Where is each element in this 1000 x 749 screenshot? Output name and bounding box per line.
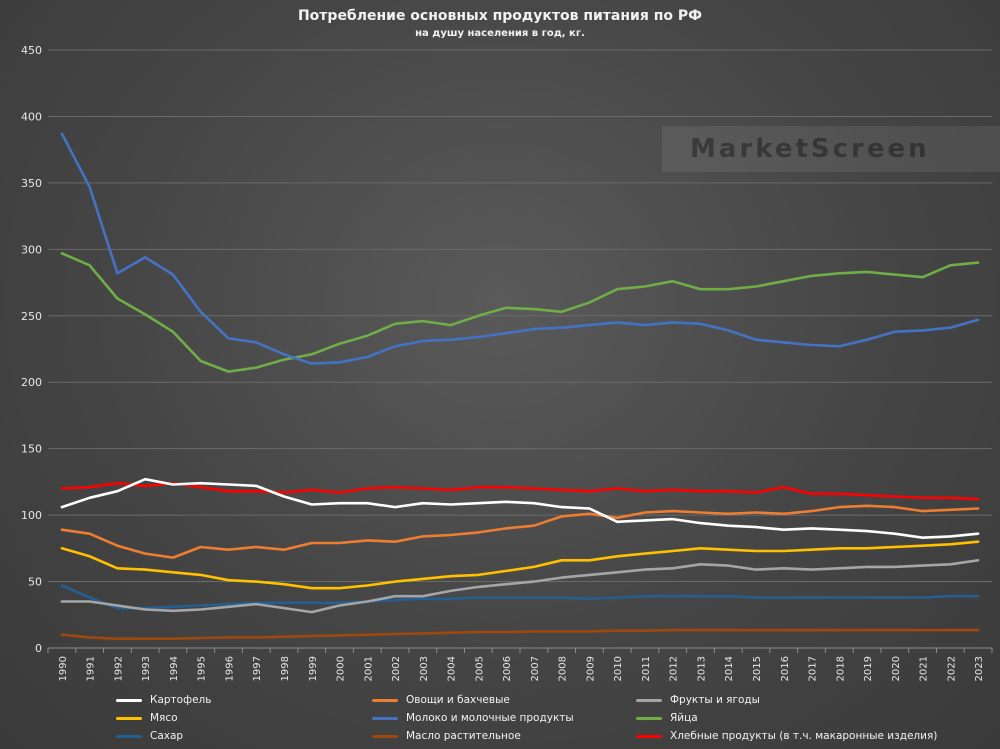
x-tick-label: 2011	[641, 656, 652, 681]
x-tick-label: 2012	[669, 656, 680, 681]
x-tick-label: 2015	[752, 656, 763, 681]
legend-swatch	[116, 734, 142, 738]
legend-swatch	[372, 698, 398, 702]
legend-swatch	[372, 734, 398, 738]
series-line-6	[60, 584, 980, 610]
y-tick-label: 450	[21, 44, 42, 57]
legend-swatch	[636, 716, 662, 720]
y-tick-label: 200	[21, 376, 42, 389]
legend-swatch	[116, 698, 142, 702]
legend-item: Яйца	[636, 712, 698, 724]
legend-item: Сахар	[116, 730, 183, 742]
legend-label: Сахар	[150, 730, 184, 742]
chart-legend: Картофель Овощи и бахчевые Фрукты и ягоды М…	[0, 690, 1000, 749]
chart-subtitle: на душу населения в год, кг.	[415, 28, 585, 39]
y-tick-label: 350	[21, 177, 42, 190]
x-tick-label: 1994	[169, 656, 180, 681]
watermark-logo: MarketScreen	[662, 126, 1000, 172]
x-tick-label: 2005	[474, 656, 485, 681]
x-tick-label: 2021	[919, 656, 930, 681]
legend-swatch	[636, 698, 662, 702]
y-tick-label: 400	[21, 110, 42, 123]
y-tick-label: 0	[35, 642, 42, 655]
legend-item: Фрукты и ягоды	[636, 694, 760, 706]
series-line-7	[60, 628, 980, 641]
x-tick-label: 2008	[558, 656, 569, 681]
x-tick-label: 1990	[58, 656, 69, 681]
x-tick-label: 1998	[280, 656, 291, 681]
legend-swatch	[636, 734, 662, 738]
series-line-2	[60, 558, 980, 614]
y-tick-label: 250	[21, 310, 42, 323]
x-tick-label: 1999	[308, 656, 319, 681]
x-tick-label: 2017	[808, 656, 819, 681]
x-tick-label: 2016	[780, 656, 791, 681]
x-tick-label: 2009	[585, 656, 596, 681]
legend-label: Хлебные продукты (в т.ч. макаронные изде…	[670, 730, 938, 742]
series-line-5	[60, 252, 980, 373]
legend-item: Масло растительное	[372, 730, 521, 742]
x-tick-label: 2001	[363, 656, 374, 681]
series-line-1	[60, 504, 980, 559]
legend-label: Овощи и бахчевые	[406, 694, 510, 706]
x-tick-label: 2000	[336, 656, 347, 681]
series-line-3	[60, 540, 980, 590]
y-tick-label: 50	[28, 576, 42, 589]
x-tick-label: 1991	[86, 656, 97, 681]
legend-label: Картофель	[150, 694, 212, 706]
x-tick-label: 2019	[863, 656, 874, 681]
series-line-4	[60, 132, 980, 365]
legend-label: Молоко и молочные продукты	[406, 712, 574, 724]
x-tick-label: 2022	[946, 656, 957, 681]
x-tick-label: 2018	[835, 656, 846, 681]
x-tick-label: 2020	[891, 656, 902, 681]
legend-label: Яйца	[670, 712, 698, 724]
x-tick-label: 2003	[419, 656, 430, 681]
x-tick-label: 2023	[974, 656, 985, 681]
legend-item: Молоко и молочные продукты	[372, 712, 574, 724]
legend-swatch	[372, 716, 398, 720]
y-tick-label: 300	[21, 243, 42, 256]
x-tick-label: 2007	[530, 656, 541, 681]
chart-plot: 0 50 100 150 200 250 300 350 400 450 1990 1991 1992 1…	[21, 44, 993, 681]
series-line-8	[60, 481, 980, 501]
y-tick-label: 150	[21, 443, 42, 456]
x-tick-label: 2013	[696, 656, 707, 681]
x-tick-label: 2004	[447, 656, 458, 681]
chart-title: Потребление основных продуктов питания п…	[297, 8, 703, 24]
x-tick-label: 2002	[391, 656, 402, 681]
y-tick-label: 100	[21, 509, 42, 522]
x-tick-label: 1995	[197, 656, 208, 681]
x-tick-label: 2014	[724, 656, 735, 681]
x-tick-label: 1997	[252, 656, 263, 681]
x-tick-label: 2006	[502, 656, 513, 681]
legend-item: Хлебные продукты (в т.ч. макаронные изде…	[636, 730, 937, 742]
x-tick-label: 1996	[224, 656, 235, 681]
legend-item: Овощи и бахчевые	[372, 694, 510, 706]
x-tick-label: 1992	[113, 656, 124, 681]
legend-label: Фрукты и ягоды	[670, 694, 760, 706]
legend-label: Мясо	[150, 712, 178, 724]
x-tick-label: 2010	[613, 656, 624, 681]
legend-item: Мясо	[116, 712, 178, 724]
series-line-0	[60, 477, 980, 540]
x-tick-label: 1993	[141, 656, 152, 681]
legend-label: Масло растительное	[406, 730, 521, 742]
legend-swatch	[116, 716, 142, 720]
legend-item: Картофель	[116, 694, 211, 706]
